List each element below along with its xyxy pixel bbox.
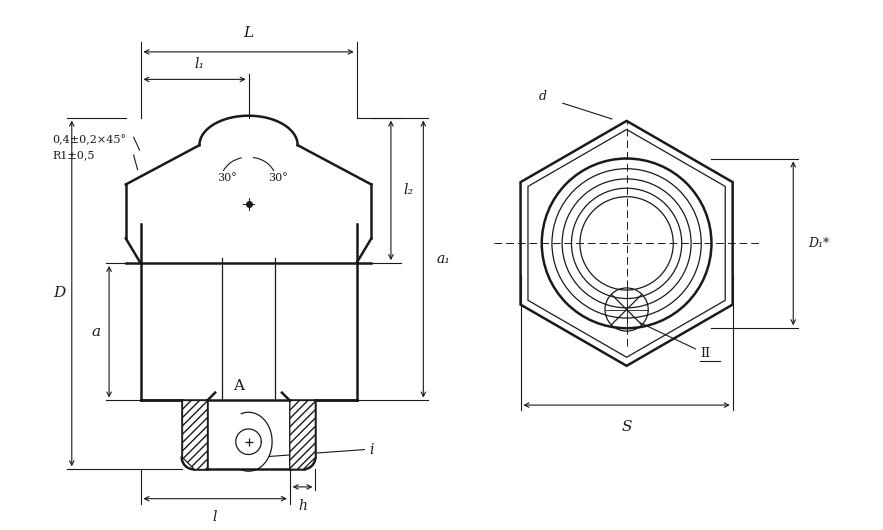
Text: L: L — [244, 26, 253, 40]
Text: h: h — [298, 499, 307, 513]
Text: a: a — [92, 325, 101, 339]
Text: 30°: 30° — [217, 173, 237, 182]
Polygon shape — [182, 401, 208, 469]
Text: D: D — [53, 286, 65, 301]
Text: A: A — [233, 379, 245, 393]
Polygon shape — [290, 401, 315, 469]
Text: 30°: 30° — [268, 173, 288, 182]
Text: l: l — [213, 510, 217, 525]
Text: i: i — [369, 443, 374, 456]
Text: S: S — [622, 420, 632, 434]
Text: D₁*: D₁* — [808, 237, 829, 250]
Text: R1±0,5: R1±0,5 — [52, 150, 94, 160]
Text: a₁: a₁ — [436, 252, 450, 266]
Text: l₂: l₂ — [404, 183, 414, 197]
Text: l₁: l₁ — [194, 57, 205, 70]
Text: II: II — [700, 347, 710, 360]
Text: d: d — [540, 90, 547, 103]
Text: 0,4±0,2×45°: 0,4±0,2×45° — [52, 135, 126, 146]
